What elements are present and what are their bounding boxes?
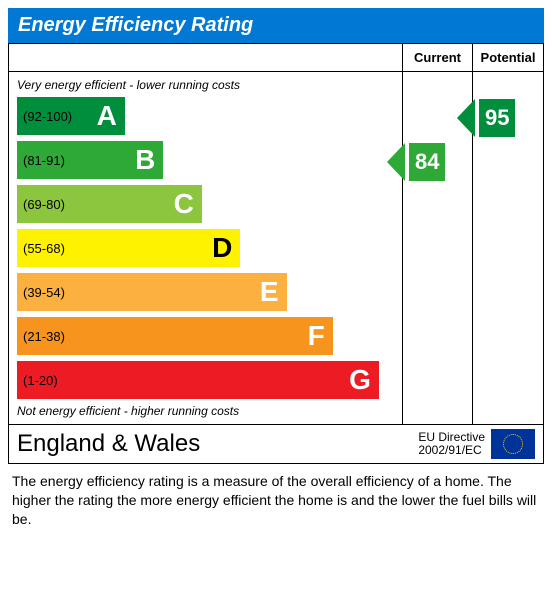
band-row-f: (21-38) F xyxy=(9,314,402,358)
chart-outer: Current Potential Very energy efficient … xyxy=(8,43,544,464)
band-bar-d: (55-68) D xyxy=(17,229,240,267)
epc-chart-container: Energy Efficiency Rating Current Potenti… xyxy=(0,0,552,545)
band-range: (81-91) xyxy=(23,153,65,168)
band-bar-b: (81-91) B xyxy=(17,141,163,179)
band-range: (21-38) xyxy=(23,329,65,344)
band-range: (55-68) xyxy=(23,241,65,256)
potential-value: 95 xyxy=(479,99,515,137)
band-letter: B xyxy=(135,144,155,176)
band-row-c: (69-80) C xyxy=(9,182,402,226)
band-letter: D xyxy=(212,232,232,264)
band-letter: E xyxy=(260,276,279,308)
band-row-a: (92-100) A xyxy=(9,94,402,138)
band-bar-c: (69-80) C xyxy=(17,185,202,223)
current-arrow: 84 xyxy=(405,143,453,181)
potential-arrow: 95 xyxy=(475,99,523,137)
band-bar-g: (1-20) G xyxy=(17,361,379,399)
caption-top: Very energy efficient - lower running co… xyxy=(9,76,402,94)
band-row-d: (55-68) D xyxy=(9,226,402,270)
bands-area: Very energy efficient - lower running co… xyxy=(9,72,403,424)
band-bar-a: (92-100) A xyxy=(17,97,125,135)
band-range: (69-80) xyxy=(23,197,65,212)
band-letter: F xyxy=(308,320,325,352)
footer-region: England & Wales xyxy=(17,430,418,458)
band-row-e: (39-54) E xyxy=(9,270,402,314)
header-potential: Potential xyxy=(473,44,543,71)
band-letter: A xyxy=(97,100,117,132)
caption-bottom: Not energy efficient - higher running co… xyxy=(9,402,402,420)
band-bar-f: (21-38) F xyxy=(17,317,333,355)
band-letter: C xyxy=(174,188,194,220)
band-bar-e: (39-54) E xyxy=(17,273,287,311)
footer-row: England & Wales EU Directive 2002/91/EC xyxy=(9,424,543,463)
title-bar: Energy Efficiency Rating xyxy=(8,8,544,43)
header-row: Current Potential xyxy=(9,44,543,72)
header-current: Current xyxy=(403,44,473,71)
description-text: The energy efficiency rating is a measur… xyxy=(8,464,544,537)
band-row-b: (81-91) B xyxy=(9,138,402,182)
eu-flag-icon xyxy=(491,429,535,459)
body-row: Very energy efficient - lower running co… xyxy=(9,72,543,424)
directive-line2: 2002/91/EC xyxy=(418,444,485,457)
footer-directive: EU Directive 2002/91/EC xyxy=(418,431,485,457)
band-letter: G xyxy=(349,364,371,396)
band-range: (39-54) xyxy=(23,285,65,300)
band-range: (92-100) xyxy=(23,109,72,124)
header-spacer xyxy=(9,44,403,71)
band-range: (1-20) xyxy=(23,373,58,388)
band-row-g: (1-20) G xyxy=(9,358,402,402)
col-potential: 95 xyxy=(473,72,543,424)
current-value: 84 xyxy=(409,143,445,181)
